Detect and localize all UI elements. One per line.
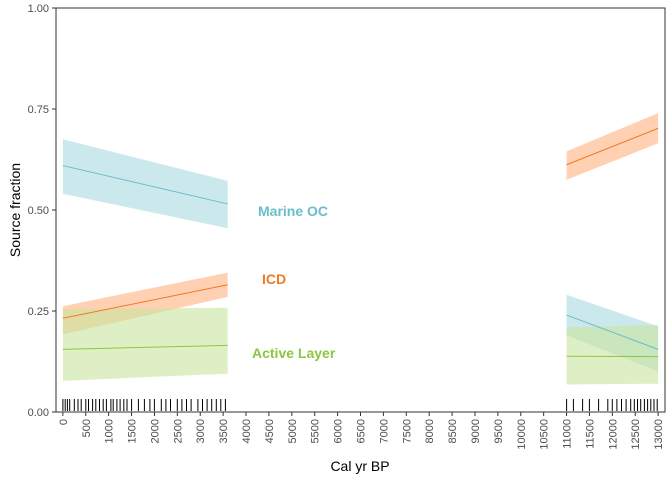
x-tick-label: 11500	[584, 419, 596, 449]
x-tick-label: 1000	[104, 419, 116, 443]
band-0-0	[62, 139, 228, 229]
x-tick-label: 500	[81, 419, 93, 437]
x-tick-label: 10500	[539, 419, 551, 450]
y-axis-title: Source fraction	[7, 163, 23, 257]
y-tick-label: 0.75	[28, 104, 49, 116]
x-tick-label: 11000	[562, 419, 574, 449]
x-tick-label: 7500	[401, 419, 413, 443]
line-2-0	[62, 344, 228, 350]
line-1-1	[566, 127, 659, 166]
x-tick-label: 6000	[333, 419, 345, 443]
x-tick-label: 2000	[149, 419, 161, 443]
x-tick-label: 4000	[241, 419, 253, 443]
line-1-0	[62, 284, 228, 319]
x-tick-label: 1500	[127, 419, 139, 443]
x-tick-label: 2500	[172, 419, 184, 443]
series-label-0: Marine OC	[258, 203, 328, 219]
series-label-2: Active Layer	[252, 345, 336, 361]
x-tick-label: 13000	[653, 419, 665, 450]
x-tick-label: 6500	[356, 419, 368, 443]
line-0-0	[62, 165, 228, 205]
x-tick-label: 9000	[470, 419, 482, 443]
x-tick-label: 3500	[218, 419, 230, 443]
y-tick-label: 0.50	[28, 205, 49, 217]
x-tick-label: 0	[58, 419, 70, 425]
line-0-1	[566, 314, 659, 350]
x-axis: 0 500 1000 1500 2000 2500 3000 3500 4000 4500 5000…	[58, 412, 665, 450]
y-tick-label: 0.25	[28, 306, 49, 318]
rug-ticks	[62, 399, 658, 411]
y-tick-label: 0.00	[28, 407, 49, 419]
x-tick-label: 5500	[310, 419, 322, 443]
x-tick-label: 9500	[493, 419, 505, 443]
x-tick-label: 4500	[264, 419, 276, 443]
x-tick-label: 12000	[607, 419, 619, 450]
x-tick-label: 8500	[447, 419, 459, 443]
x-tick-label: 3000	[195, 419, 207, 443]
series-lines	[62, 127, 659, 358]
x-tick-label: 7000	[378, 419, 390, 443]
y-tick-label: 1.00	[28, 3, 49, 15]
series-labels: Marine OC ICD Active Layer	[252, 203, 336, 361]
x-tick-label: 5000	[287, 419, 299, 443]
y-axis: 0.00 0.25 0.50 0.75 1.00	[28, 3, 56, 419]
x-tick-label: 8000	[424, 419, 436, 443]
confidence-bands	[62, 113, 659, 385]
band-2-0	[62, 307, 228, 381]
series-label-1: ICD	[262, 271, 286, 287]
band-2-1	[566, 325, 659, 385]
x-tick-label: 12500	[630, 419, 642, 450]
x-axis-title: Cal yr BP	[330, 458, 389, 474]
x-tick-label: 10000	[516, 419, 528, 450]
